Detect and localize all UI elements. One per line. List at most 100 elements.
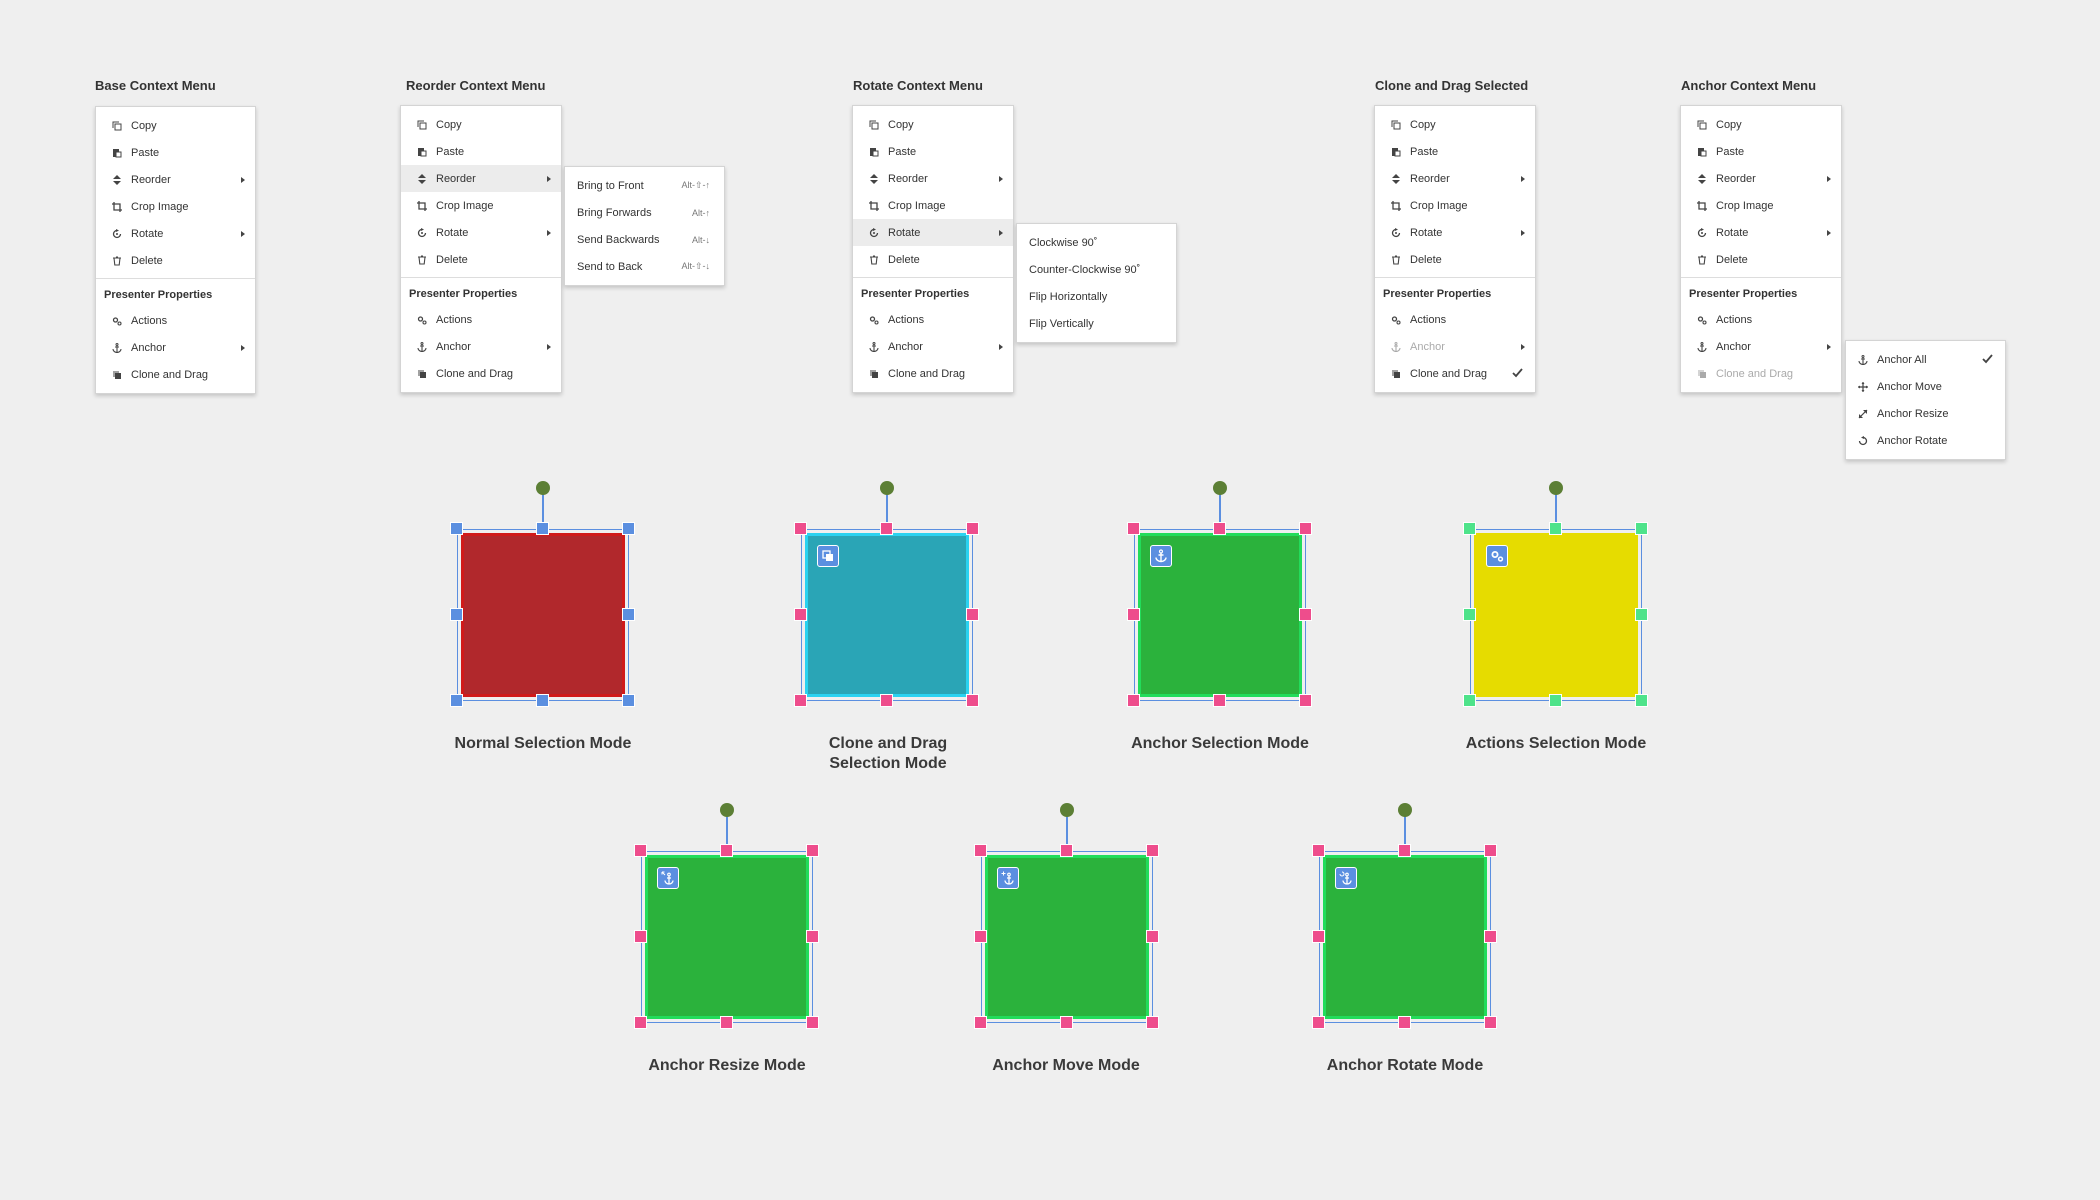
- menu-item-copy[interactable]: Copy: [1681, 111, 1841, 138]
- menu-item-paste[interactable]: Paste: [1375, 138, 1535, 165]
- resize-handle-n[interactable]: [1060, 844, 1073, 857]
- resize-handle-s[interactable]: [536, 694, 549, 707]
- rotation-handle[interactable]: [720, 803, 734, 817]
- resize-handle-w[interactable]: [1312, 930, 1325, 943]
- resize-handle-n[interactable]: [536, 522, 549, 535]
- menu-item-paste[interactable]: Paste: [401, 138, 561, 165]
- menu-item-paste[interactable]: Paste: [1681, 138, 1841, 165]
- shape-anchor-rotate[interactable]: [1312, 803, 1497, 1029]
- menu-item-delete[interactable]: Delete: [1681, 246, 1841, 273]
- shape-anchor-move[interactable]: [974, 803, 1159, 1029]
- menu-item-reorder[interactable]: Reorder: [401, 165, 561, 192]
- resize-handle-se[interactable]: [1484, 1016, 1497, 1029]
- resize-handle-s[interactable]: [1213, 694, 1226, 707]
- menu-item-rotate[interactable]: Rotate: [401, 219, 561, 246]
- menu-item-actions[interactable]: Actions: [1375, 306, 1535, 333]
- menu-item-crop-image[interactable]: Crop Image: [1681, 192, 1841, 219]
- menu-item-anchor[interactable]: Anchor: [1681, 333, 1841, 360]
- resize-handle-w[interactable]: [974, 930, 987, 943]
- menu-item-clone-and-drag[interactable]: Clone and Drag: [1375, 360, 1535, 387]
- resize-handle-sw[interactable]: [1463, 694, 1476, 707]
- resize-handle-se[interactable]: [1146, 1016, 1159, 1029]
- rotation-handle[interactable]: [1398, 803, 1412, 817]
- menu-item-rotate[interactable]: Rotate: [96, 220, 255, 247]
- resize-handle-e[interactable]: [966, 608, 979, 621]
- shape-clone-selection[interactable]: [794, 481, 979, 707]
- resize-handle-nw[interactable]: [1312, 844, 1325, 857]
- resize-handle-se[interactable]: [622, 694, 635, 707]
- resize-handle-ne[interactable]: [622, 522, 635, 535]
- resize-handle-sw[interactable]: [794, 694, 807, 707]
- resize-handle-n[interactable]: [1549, 522, 1562, 535]
- resize-handle-w[interactable]: [634, 930, 647, 943]
- menu-item-send-backwards[interactable]: Send Backwards Alt-↓: [577, 233, 710, 246]
- resize-handle-e[interactable]: [1146, 930, 1159, 943]
- red-square[interactable]: [461, 533, 625, 697]
- resize-handle-s[interactable]: [1549, 694, 1562, 707]
- resize-handle-w[interactable]: [794, 608, 807, 621]
- resize-handle-e[interactable]: [622, 608, 635, 621]
- menu-item-paste[interactable]: Paste: [96, 139, 255, 166]
- shape-actions-selection[interactable]: [1463, 481, 1648, 707]
- resize-handle-w[interactable]: [1463, 608, 1476, 621]
- menu-item-reorder[interactable]: Reorder: [96, 166, 255, 193]
- menu-item-flip-vertically[interactable]: Flip Vertically: [1029, 317, 1094, 330]
- resize-handle-sw[interactable]: [974, 1016, 987, 1029]
- menu-item-bring-forwards[interactable]: Bring Forwards Alt-↑: [577, 206, 710, 219]
- menu-item-clone-and-drag[interactable]: Clone and Drag: [853, 360, 1013, 387]
- resize-handle-ne[interactable]: [1484, 844, 1497, 857]
- resize-handle-s[interactable]: [1398, 1016, 1411, 1029]
- menu-item-counter-clockwise-90[interactable]: Counter-Clockwise 90˚: [1029, 263, 1141, 276]
- menu-item-crop-image[interactable]: Crop Image: [853, 192, 1013, 219]
- resize-handle-nw[interactable]: [794, 522, 807, 535]
- resize-handle-n[interactable]: [720, 844, 733, 857]
- menu-item-reorder[interactable]: Reorder: [1681, 165, 1841, 192]
- menu-item-copy[interactable]: Copy: [401, 111, 561, 138]
- menu-item-copy[interactable]: Copy: [1375, 111, 1535, 138]
- rotation-handle[interactable]: [1213, 481, 1227, 495]
- menu-item-paste[interactable]: Paste: [853, 138, 1013, 165]
- menu-item-crop-image[interactable]: Crop Image: [1375, 192, 1535, 219]
- shape-normal-selection[interactable]: [450, 481, 635, 707]
- menu-item-actions[interactable]: Actions: [96, 307, 255, 334]
- menu-item-anchor[interactable]: Anchor: [853, 333, 1013, 360]
- resize-handle-n[interactable]: [880, 522, 893, 535]
- resize-handle-e[interactable]: [1635, 608, 1648, 621]
- resize-handle-e[interactable]: [1299, 608, 1312, 621]
- menu-item-copy[interactable]: Copy: [96, 112, 255, 139]
- resize-handle-nw[interactable]: [974, 844, 987, 857]
- resize-handle-s[interactable]: [880, 694, 893, 707]
- menu-item-delete[interactable]: Delete: [96, 247, 255, 274]
- resize-handle-s[interactable]: [720, 1016, 733, 1029]
- menu-item-bring-to-front[interactable]: Bring to Front Alt-⇧-↑: [577, 179, 710, 192]
- resize-handle-se[interactable]: [806, 1016, 819, 1029]
- menu-item-rotate[interactable]: Rotate: [1681, 219, 1841, 246]
- menu-item-clockwise-90[interactable]: Clockwise 90˚: [1029, 236, 1098, 249]
- menu-item-reorder[interactable]: Reorder: [853, 165, 1013, 192]
- rotation-handle[interactable]: [536, 481, 550, 495]
- menu-item-send-to-back[interactable]: Send to Back Alt-⇧-↓: [577, 260, 710, 273]
- menu-item-actions[interactable]: Actions: [1681, 306, 1841, 333]
- resize-handle-nw[interactable]: [1127, 522, 1140, 535]
- menu-item-copy[interactable]: Copy: [853, 111, 1013, 138]
- resize-handle-nw[interactable]: [634, 844, 647, 857]
- menu-item-rotate[interactable]: Rotate: [1375, 219, 1535, 246]
- menu-item-delete[interactable]: Delete: [853, 246, 1013, 273]
- menu-item-delete[interactable]: Delete: [401, 246, 561, 273]
- resize-handle-se[interactable]: [1635, 694, 1648, 707]
- resize-handle-ne[interactable]: [806, 844, 819, 857]
- resize-handle-sw[interactable]: [1127, 694, 1140, 707]
- rotation-handle[interactable]: [1060, 803, 1074, 817]
- menu-item-actions[interactable]: Actions: [401, 306, 561, 333]
- resize-handle-ne[interactable]: [966, 522, 979, 535]
- resize-handle-n[interactable]: [1398, 844, 1411, 857]
- menu-item-clone-and-drag[interactable]: Clone and Drag: [96, 361, 255, 388]
- resize-handle-sw[interactable]: [1312, 1016, 1325, 1029]
- menu-item-flip-horizontally[interactable]: Flip Horizontally: [1029, 290, 1108, 303]
- resize-handle-e[interactable]: [1484, 930, 1497, 943]
- menu-item-actions[interactable]: Actions: [853, 306, 1013, 333]
- menu-item-anchor[interactable]: Anchor: [401, 333, 561, 360]
- resize-handle-sw[interactable]: [450, 694, 463, 707]
- menu-item-crop-image[interactable]: Crop Image: [401, 192, 561, 219]
- resize-handle-n[interactable]: [1213, 522, 1226, 535]
